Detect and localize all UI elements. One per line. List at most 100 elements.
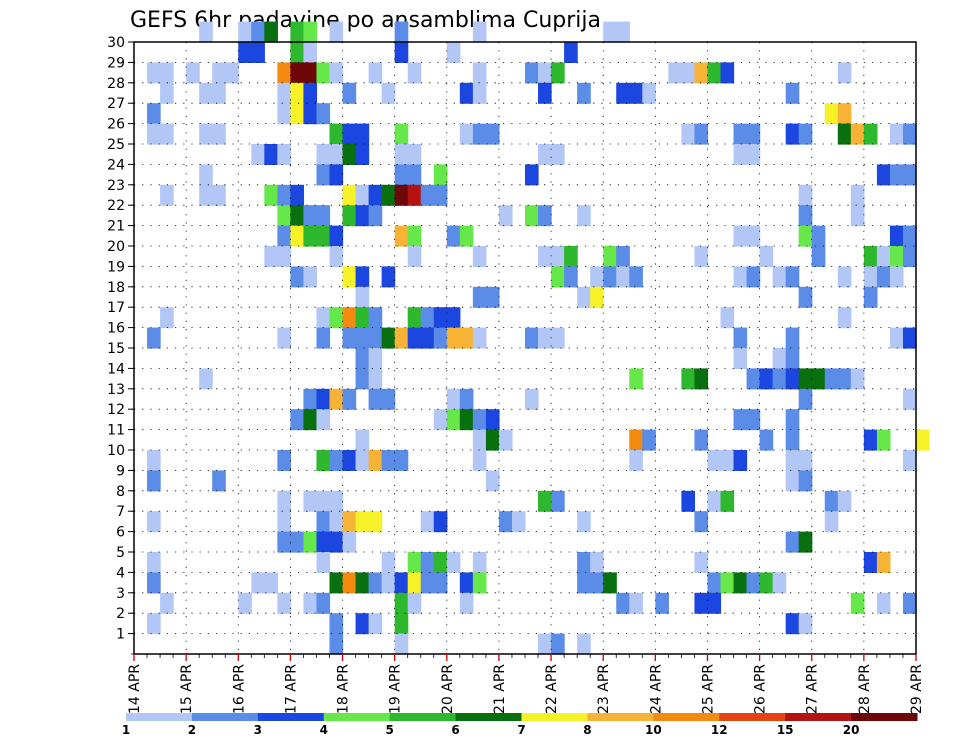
heatmap-cell	[147, 450, 161, 471]
heatmap-cell	[733, 348, 748, 369]
heatmap-cell	[316, 531, 331, 553]
heatmap-cell	[355, 307, 370, 329]
heatmap-cell	[629, 450, 643, 471]
x-tick-label: 27 APR	[805, 664, 821, 714]
heatmap-cell	[212, 62, 226, 84]
y-tick-label: 15	[107, 341, 125, 357]
heatmap-cell	[798, 470, 813, 492]
heatmap-cell	[590, 572, 604, 594]
legend-swatch	[719, 713, 786, 721]
heatmap-cell	[238, 42, 252, 63]
heatmap-cell	[551, 327, 565, 349]
heatmap-cell	[616, 82, 630, 104]
heatmap-cell	[316, 388, 331, 410]
heatmap-cell	[577, 82, 591, 104]
heatmap-cell	[199, 82, 213, 104]
heatmap-cell	[811, 225, 826, 247]
heatmap-cell	[433, 409, 448, 431]
heatmap-cell	[342, 205, 357, 227]
heatmap-cell	[746, 572, 761, 594]
heatmap-cell	[199, 164, 213, 186]
heatmap-cell	[355, 348, 370, 369]
heatmap-cell	[824, 103, 839, 125]
heatmap-cell	[316, 205, 331, 227]
heatmap-cell	[303, 592, 318, 614]
color-legend: 1 2 3 4 5 6 7 8 10 12 15 20	[122, 713, 918, 737]
heatmap-cell	[381, 184, 396, 206]
heatmap-cell	[798, 286, 813, 308]
heatmap-cell	[329, 613, 344, 635]
heatmap-cell	[394, 572, 409, 594]
heatmap-cell	[407, 184, 422, 206]
heatmap-cell	[446, 225, 461, 247]
heatmap-cell	[733, 144, 748, 165]
heatmap-cell	[772, 348, 787, 369]
heatmap-cell	[850, 368, 865, 390]
y-tick-label: 10	[107, 443, 125, 459]
heatmap-cell	[147, 511, 161, 533]
heatmap-cell	[538, 62, 552, 84]
heatmap-cell	[446, 307, 461, 329]
heatmap-cell	[368, 511, 383, 533]
heatmap-cell	[355, 450, 370, 471]
heatmap-cell	[785, 429, 800, 451]
heatmap-cell	[212, 123, 226, 145]
x-tick-label: 29 APR	[909, 664, 925, 714]
heatmap-cell	[863, 123, 878, 145]
heatmap-cell	[355, 429, 370, 451]
heatmap-cell	[538, 490, 552, 512]
heatmap-cell	[342, 123, 357, 145]
heatmap-cell	[316, 103, 331, 125]
heatmap-cell	[746, 144, 761, 165]
heatmap-cell	[694, 552, 709, 573]
heatmap-cell	[342, 450, 357, 471]
heatmap-cell	[850, 205, 865, 227]
heatmap-cell	[459, 225, 474, 247]
heatmap-cell	[290, 266, 305, 288]
heatmap-cell	[355, 572, 370, 594]
heatmap-cell	[824, 368, 839, 390]
y-tick-label: 20	[107, 239, 125, 255]
x-tick-label: 16 APR	[231, 664, 247, 714]
heatmap-cell	[759, 246, 774, 267]
y-tick-label: 18	[107, 280, 125, 296]
heatmap-cell	[212, 470, 226, 492]
heatmap-cell	[577, 633, 591, 655]
heatmap-cell	[368, 327, 383, 349]
heatmap-cell	[407, 307, 422, 329]
heatmap-cell	[551, 266, 565, 288]
heatmap-cell	[394, 184, 409, 206]
heatmap-cell	[303, 21, 318, 43]
heatmap-cell	[785, 266, 800, 288]
heatmap-cell	[538, 144, 552, 165]
heatmap-cell	[472, 327, 487, 349]
heatmap-cell	[407, 144, 422, 165]
heatmap-cell	[277, 225, 291, 247]
heatmap-cell	[902, 592, 917, 614]
heatmap-cell	[642, 429, 656, 451]
heatmap-cell	[433, 164, 448, 186]
heatmap-cell	[577, 552, 591, 573]
heatmap-cell	[798, 450, 813, 471]
heatmap-cell	[381, 82, 396, 104]
legend-swatch	[257, 713, 325, 721]
heatmap-cell	[303, 409, 318, 431]
heatmap-cell	[811, 246, 826, 267]
heatmap-cell	[876, 592, 891, 614]
heatmap-cell	[199, 123, 213, 145]
heatmap-cell	[681, 62, 696, 84]
legend-swatch	[587, 713, 654, 721]
heatmap-cell	[902, 225, 917, 247]
heatmap-cell	[590, 552, 604, 573]
heatmap-cell	[733, 123, 748, 145]
heatmap-cell	[798, 205, 813, 227]
heatmap-cell	[577, 572, 591, 594]
heatmap-cell	[329, 164, 344, 186]
heatmap-cell	[290, 62, 305, 84]
y-tick-label: 16	[107, 321, 125, 337]
heatmap-cell	[681, 123, 696, 145]
heatmap-cell	[420, 572, 435, 594]
heatmap-cell	[902, 123, 917, 145]
legend-swatch	[389, 713, 457, 721]
heatmap-cell	[160, 62, 174, 84]
